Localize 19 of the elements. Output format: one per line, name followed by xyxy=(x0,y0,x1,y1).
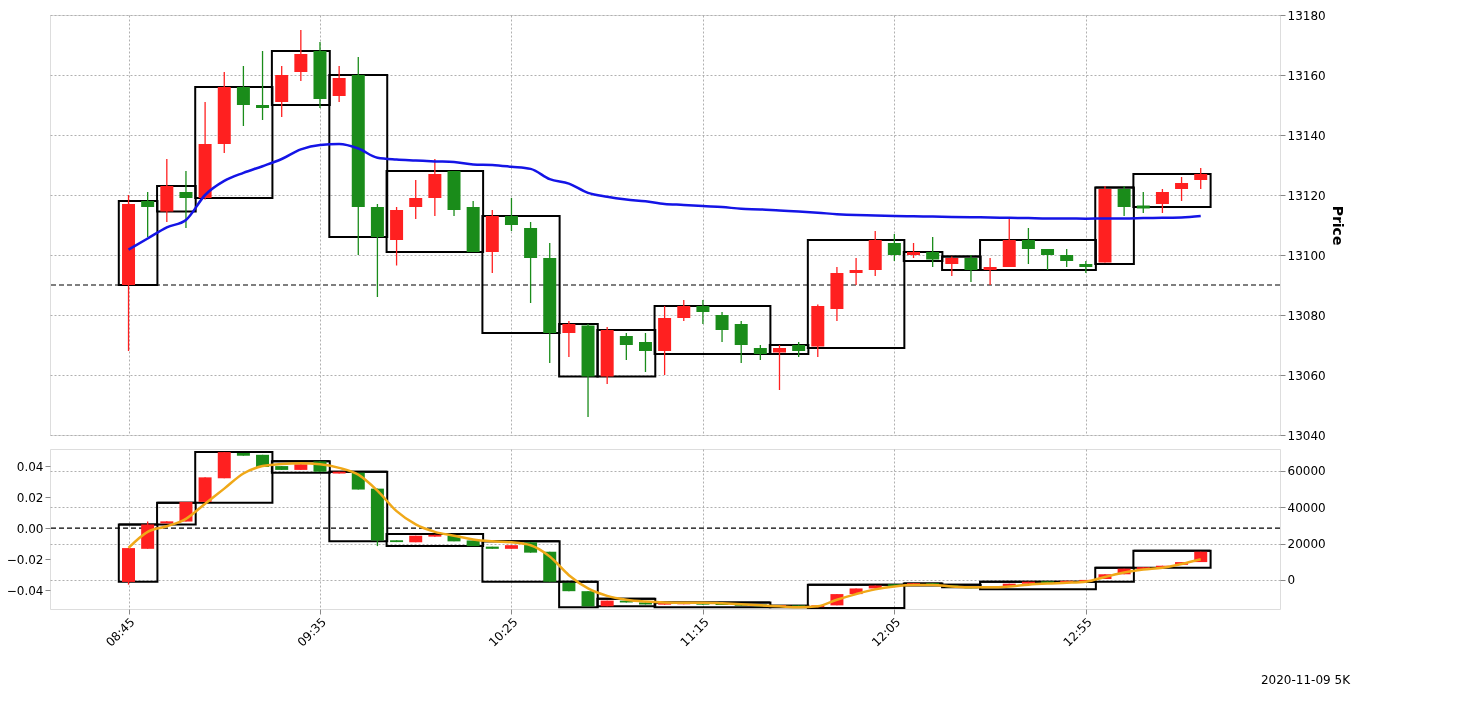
y-axis-title: Price xyxy=(1329,205,1346,246)
y-tick-label: 13160 xyxy=(1287,68,1326,83)
y-tick-label: 13180 xyxy=(1287,8,1326,23)
y-tick-label: 0.02 xyxy=(16,490,44,505)
y-tick-label: 0.00 xyxy=(16,521,44,536)
y2-tick-label: 20000 xyxy=(1287,537,1326,552)
y-tick-label: −0.02 xyxy=(6,552,44,567)
y-tick-label: −0.04 xyxy=(6,583,44,598)
y-tick-label: 13060 xyxy=(1287,368,1326,383)
y2-tick-label: 40000 xyxy=(1287,500,1326,515)
y-tick-label: 13120 xyxy=(1287,188,1326,203)
y2-tick-label: 0 xyxy=(1287,573,1296,588)
y-tick-label: 13080 xyxy=(1287,308,1326,323)
y-tick-label: 13100 xyxy=(1287,248,1326,263)
y-tick-label: 13040 xyxy=(1287,428,1326,443)
y-tick-label: 0.04 xyxy=(16,459,44,474)
text: 2020-11-09 5K xyxy=(1260,673,1352,687)
y-tick-label: 13140 xyxy=(1287,128,1326,143)
y2-tick-label: 60000 xyxy=(1287,464,1326,479)
